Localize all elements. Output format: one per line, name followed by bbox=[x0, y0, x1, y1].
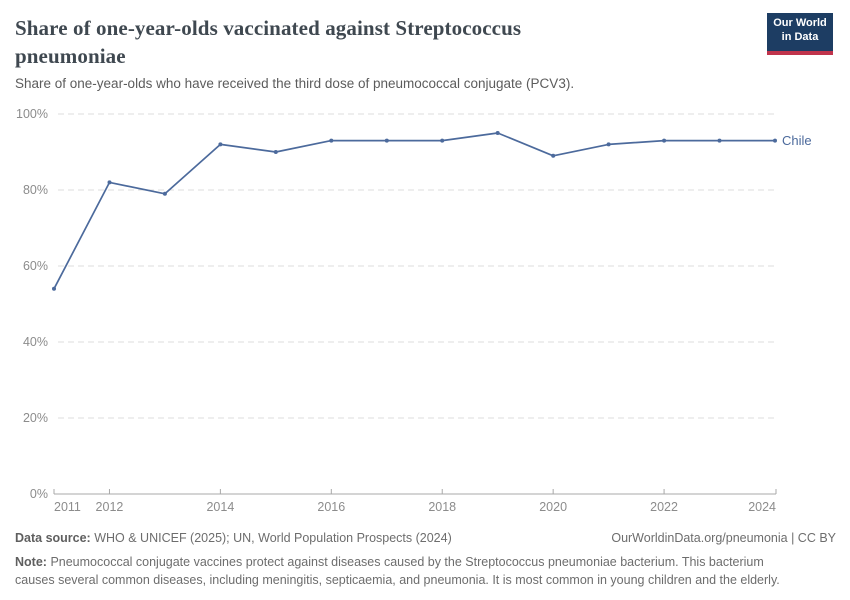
data-point-2022 bbox=[662, 138, 667, 143]
chart-title: Share of one-year-olds vaccinated agains… bbox=[15, 16, 522, 68]
chile-series-line bbox=[53, 132, 776, 290]
y-tick-label-80: 80% bbox=[23, 183, 48, 197]
y-tick-label-0: 0% bbox=[30, 487, 48, 501]
note-label: Note: bbox=[15, 555, 47, 569]
series-entity-label: Chile bbox=[782, 133, 812, 148]
x-tick-label-2016: 2016 bbox=[317, 500, 345, 514]
data-point-2020 bbox=[551, 153, 556, 158]
x-tick-label-2011: 2011 bbox=[54, 500, 81, 514]
chart-subtitle: Share of one-year-olds who have received… bbox=[15, 76, 575, 91]
x-tick-label-2020: 2020 bbox=[539, 500, 567, 514]
line-chart: 0% 20% 40% 60% 80% 100% 2011 2012 2014 2016 2018 20… bbox=[16, 107, 812, 514]
y-tick-label-20: 20% bbox=[23, 411, 48, 425]
footer-source-row: Data source: WHO & UNICEF (2025); UN, Wo… bbox=[15, 531, 836, 545]
x-tick-label-2024: 2024 bbox=[748, 500, 776, 514]
data-point-2012 bbox=[107, 180, 112, 185]
data-point-2016 bbox=[329, 138, 334, 143]
data-point-2015 bbox=[273, 150, 278, 154]
data-point-2017 bbox=[384, 138, 389, 143]
data-point-2023 bbox=[717, 138, 722, 143]
data-point-2018 bbox=[440, 138, 445, 143]
note-text: Pneumococcal conjugate vaccines protect … bbox=[15, 555, 780, 587]
data-point-2019 bbox=[495, 131, 500, 135]
x-tick-label-2022: 2022 bbox=[650, 500, 678, 514]
attribution-link[interactable]: OurWorldinData.org/pneumonia | CC BY bbox=[611, 531, 836, 545]
x-tick-label-2012: 2012 bbox=[96, 500, 124, 514]
data-point-2011 bbox=[52, 286, 56, 291]
x-tick-label-2018: 2018 bbox=[428, 500, 456, 514]
y-tick-label-100: 100% bbox=[16, 107, 48, 121]
data-source-text: Data source: WHO & UNICEF (2025); UN, Wo… bbox=[15, 531, 452, 545]
data-point-2014 bbox=[218, 142, 223, 147]
data-point-2013 bbox=[162, 191, 167, 196]
y-tick-label-40: 40% bbox=[23, 335, 48, 349]
x-tick-label-2014: 2014 bbox=[206, 500, 234, 514]
data-source-value: WHO & UNICEF (2025); UN, World Populatio… bbox=[94, 531, 452, 545]
chart-area: 0% 20% 40% 60% 80% 100% 2011 2012 2014 2016 2018 20… bbox=[0, 100, 850, 530]
footer-note: Note: Pneumococcal conjugate vaccines pr… bbox=[15, 553, 797, 589]
owid-logo-line2: in Data bbox=[781, 30, 819, 43]
y-tick-label-60: 60% bbox=[23, 259, 48, 273]
owid-logo: Our World in Data bbox=[767, 13, 833, 55]
data-point-2024 bbox=[773, 138, 777, 143]
owid-logo-line1: Our World bbox=[773, 17, 827, 29]
data-source-label: Data source: bbox=[15, 531, 91, 545]
data-point-2021 bbox=[606, 142, 611, 147]
